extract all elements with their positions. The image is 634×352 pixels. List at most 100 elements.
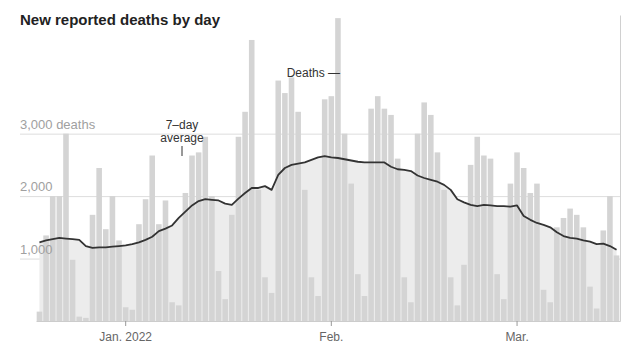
- bar: [37, 312, 43, 321]
- bar: [275, 81, 281, 321]
- bar: [295, 112, 301, 321]
- x-tick-label: Mar.: [505, 330, 528, 344]
- bar: [143, 199, 149, 321]
- bar: [309, 277, 315, 321]
- tick-mark: [125, 321, 126, 326]
- bar: [90, 215, 96, 321]
- bar: [494, 274, 500, 321]
- bar: [428, 115, 434, 321]
- bar: [189, 156, 195, 321]
- bar: [242, 112, 248, 321]
- bar: [123, 307, 129, 321]
- bar: [169, 302, 175, 321]
- average-line: [39, 156, 616, 250]
- bar: [614, 255, 620, 321]
- bar: [554, 227, 560, 321]
- bar: [508, 184, 514, 321]
- title: New reported deaths by day: [20, 11, 221, 28]
- bar: [57, 196, 63, 321]
- bar: [236, 137, 242, 321]
- grid-line: [20, 134, 620, 135]
- bar: [401, 277, 407, 321]
- chart: 1,000 2,000 3,000 deaths Jan. 2022 Feb. Mar. N…: [0, 0, 634, 352]
- bar: [256, 190, 262, 321]
- bar: [514, 152, 520, 321]
- y-tick: [20, 134, 620, 135]
- bar: [103, 229, 109, 321]
- x-tick: Feb.: [319, 321, 343, 344]
- annotation-pointer: [182, 146, 183, 156]
- x-tick: Jan. 2022: [99, 321, 152, 344]
- x-tick: Mar.: [505, 321, 528, 344]
- plot-area: [37, 18, 620, 321]
- bar: [209, 196, 215, 321]
- bar: [488, 159, 494, 321]
- average-area: [39, 156, 616, 321]
- tick-mark: [331, 321, 332, 326]
- bar: [474, 137, 480, 321]
- bar: [50, 196, 56, 321]
- annotation: Deaths —: [287, 66, 340, 80]
- y-tick-label: 1,000: [20, 242, 53, 257]
- bar: [567, 209, 573, 321]
- bar: [348, 184, 354, 321]
- bar: [156, 224, 162, 321]
- bar: [329, 96, 335, 321]
- bar: [455, 305, 461, 321]
- bar: [322, 99, 328, 321]
- bar: [76, 317, 82, 321]
- bar: [415, 134, 421, 321]
- bar: [468, 165, 474, 321]
- bar: [421, 102, 427, 321]
- bars: [37, 18, 620, 321]
- bar: [110, 196, 116, 321]
- bar: [501, 299, 507, 321]
- y-tick-label: 2,000: [20, 179, 53, 194]
- bar: [229, 215, 235, 321]
- bar: [342, 134, 348, 321]
- bar: [262, 277, 268, 321]
- bar: [302, 190, 308, 321]
- bar: [368, 109, 374, 321]
- annotation: 7–dayaverage: [160, 118, 204, 145]
- bar: [408, 302, 414, 321]
- bar: [547, 302, 553, 321]
- bar: [63, 134, 69, 321]
- bar: [607, 196, 613, 321]
- bar: [594, 309, 600, 321]
- bar: [70, 260, 76, 321]
- bar: [574, 215, 580, 321]
- bar: [96, 168, 102, 321]
- bar: [136, 224, 142, 321]
- bar: [335, 18, 341, 321]
- bar: [362, 296, 368, 321]
- x-axis-line: [37, 321, 621, 322]
- bar: [83, 318, 89, 321]
- annotation-line: 7–day: [166, 118, 199, 132]
- tick-mark: [517, 321, 518, 326]
- bar: [534, 184, 540, 321]
- bar: [561, 218, 567, 321]
- bar: [461, 265, 467, 321]
- bar: [222, 299, 228, 321]
- bar: [528, 193, 534, 321]
- bar: [448, 277, 454, 321]
- bar: [481, 156, 487, 321]
- y-tick-label: 3,000 deaths: [20, 117, 96, 132]
- bar: [289, 77, 295, 321]
- bar: [587, 287, 593, 321]
- x-tick-label: Feb.: [319, 330, 343, 344]
- bar: [355, 274, 361, 321]
- x-axis: Jan. 2022 Feb. Mar.: [37, 321, 621, 344]
- y-tick-labels: 1,000 2,000 3,000 deaths: [20, 117, 96, 257]
- bar: [441, 190, 447, 321]
- bar: [176, 305, 182, 321]
- annotation-line: average: [160, 131, 204, 145]
- bar: [130, 310, 136, 321]
- bar: [395, 159, 401, 321]
- bar: [249, 40, 255, 321]
- bar: [116, 240, 122, 321]
- bar: [196, 152, 202, 321]
- bar: [382, 109, 388, 321]
- bar: [375, 96, 381, 321]
